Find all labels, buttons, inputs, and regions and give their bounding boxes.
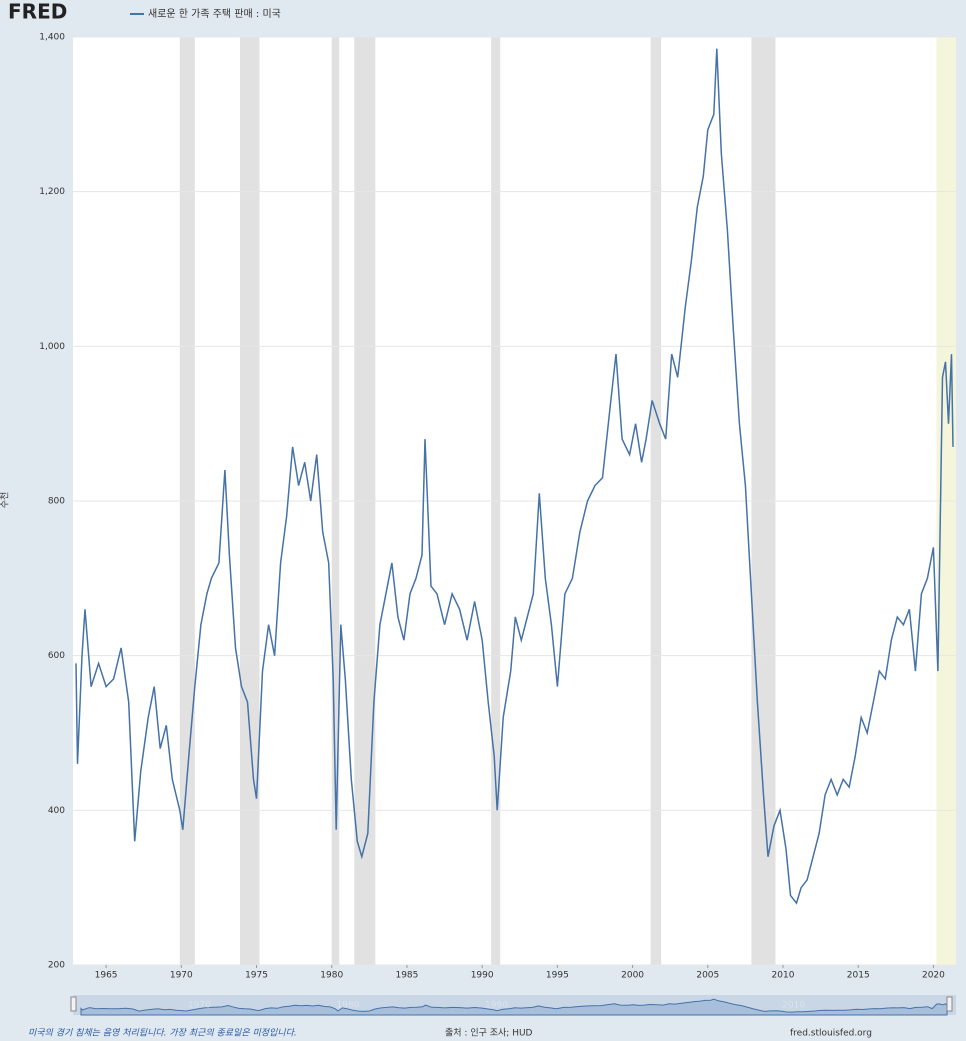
navigator-handle [70,996,77,1012]
x-tick-label: 2010 [772,971,795,981]
y-tick-label: 200 [48,961,65,971]
footer-site: fred.stlouisfed.org [790,1029,872,1039]
footer-note: 미국의 경기 침체는 음영 처리됩니다. 가장 최근의 종료일은 미정입니다. [28,1028,297,1039]
x-tick-label: 1970 [170,971,193,981]
y-tick-label: 1,000 [39,342,65,352]
navigator-tick-label: 1970 [188,1001,211,1011]
x-tick-label: 2015 [847,971,870,981]
logo: FRED [8,0,67,24]
y-tick-label: 800 [48,497,65,507]
x-tick-label: 1980 [320,971,343,981]
x-tick-label: 2000 [621,971,644,981]
x-tick-label: 1965 [95,971,118,981]
legend-label: 새로운 한 가족 주택 판매 : 미국 [148,8,281,20]
navigator-tick-label: 1990 [485,1001,508,1011]
y-tick-label: 400 [48,806,65,816]
y-axis-label: 수천 [0,492,11,509]
navigator-tick-label: 2010 [782,1001,805,1011]
navigator-tick-label: 1980 [337,1001,360,1011]
x-tick-label: 2005 [696,971,719,981]
x-tick-label: 2020 [922,971,945,981]
y-tick-label: 1,400 [39,33,65,43]
x-tick-label: 1995 [546,971,569,981]
line-series [75,48,954,905]
navigator-line [80,998,948,1016]
y-tick-label: 600 [48,651,65,661]
x-tick-label: 1985 [395,971,418,981]
x-tick-label: 1975 [245,971,268,981]
x-tick-label: 1990 [471,971,494,981]
navigator-handle [946,996,953,1012]
footer-source: 출처 : 인구 조사; HUD [445,1027,533,1039]
y-tick-label: 1,200 [39,187,65,197]
